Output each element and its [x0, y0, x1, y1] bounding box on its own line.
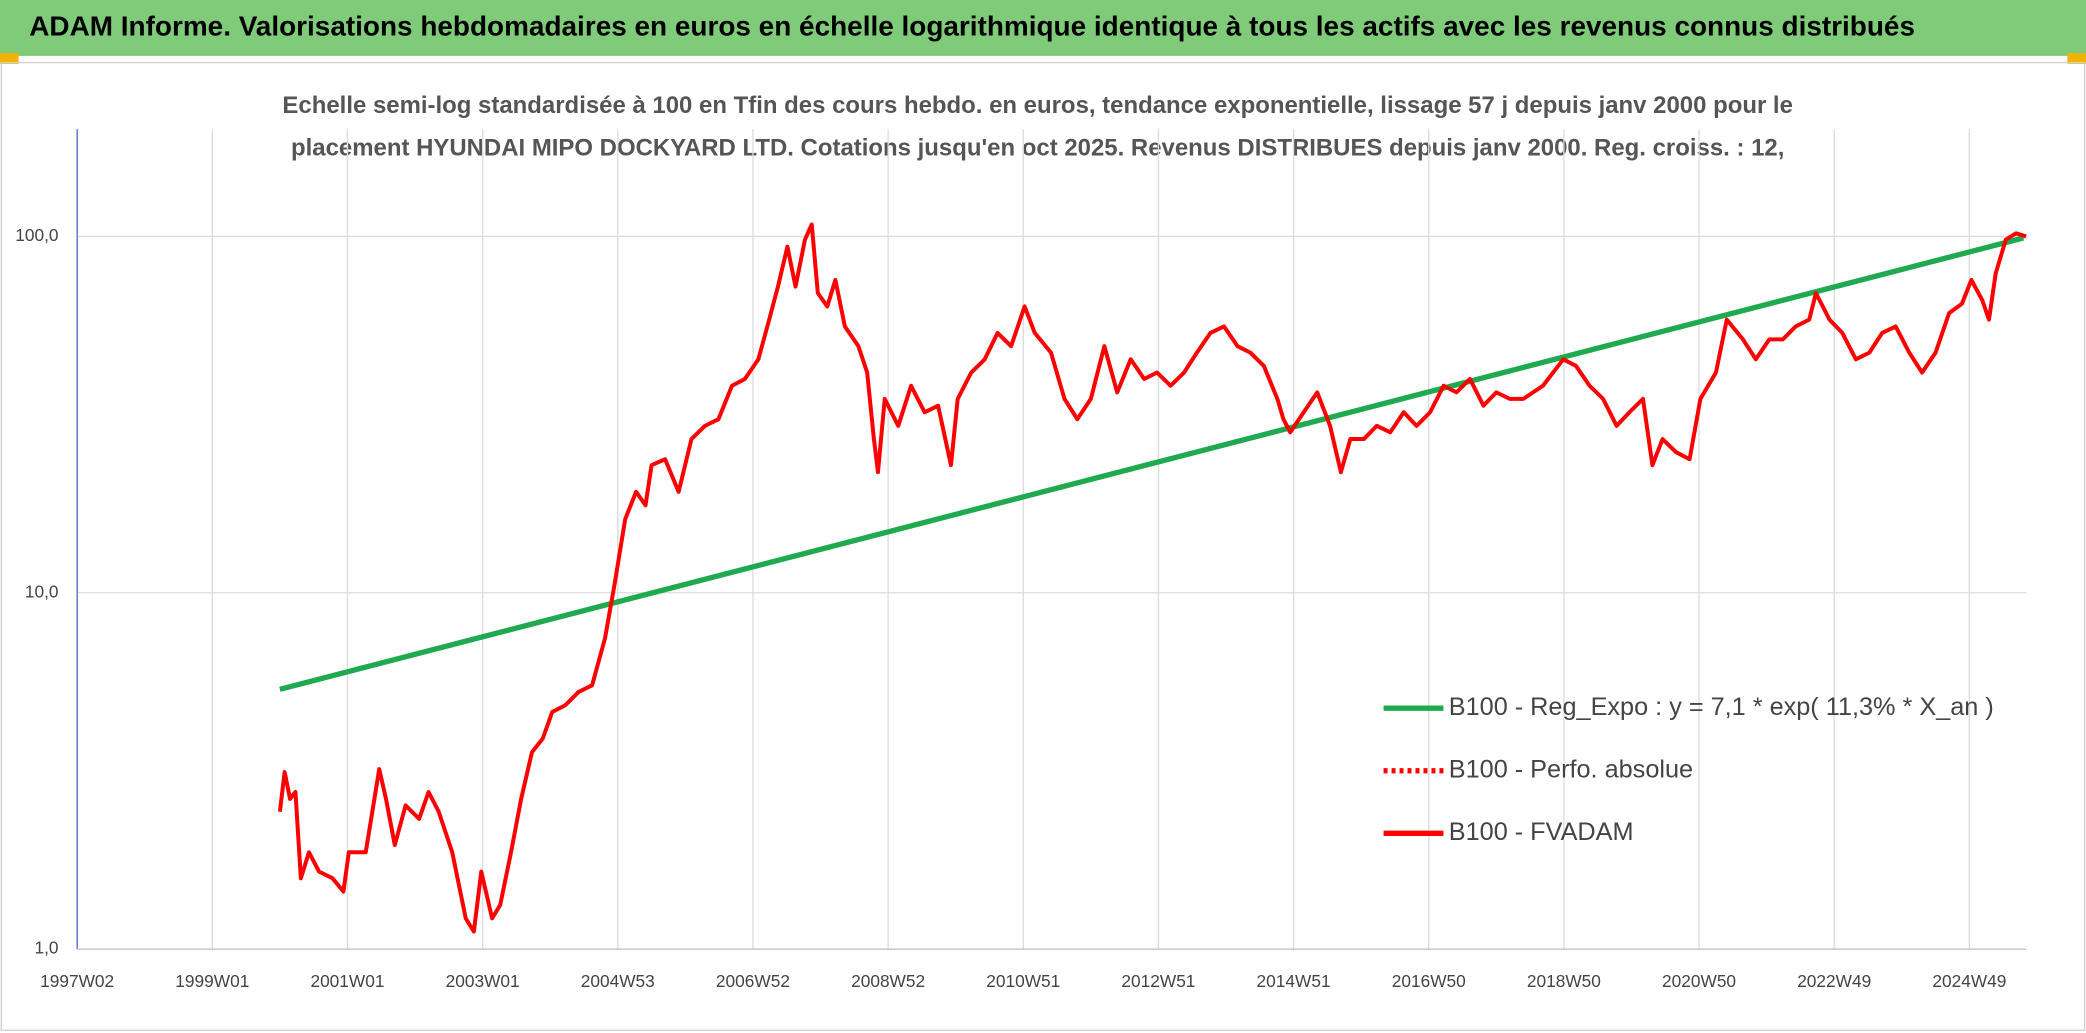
series-line	[277, 222, 2027, 934]
corner	[0, 53, 19, 64]
x-tick-label: 2022W49	[1797, 971, 1871, 991]
x-tick-label: 2014W51	[1257, 971, 1331, 991]
y-tick-label: 100,0	[15, 225, 58, 245]
frame	[0, 61, 2086, 1032]
subtitle-box: Echelle semi-log standardisée à 100 en T…	[282, 91, 1793, 162]
x-tick-label: 2008W52	[851, 971, 925, 991]
x-tick-label: 1997W02	[40, 971, 114, 991]
y-tick-label: 1,0	[34, 938, 58, 958]
x-tick-label: 1999W01	[175, 971, 249, 991]
x-tick-label: 2016W50	[1392, 971, 1466, 991]
title-banner	[0, 0, 2086, 56]
legend-label: B100 - Perfo. absolue	[1449, 755, 1693, 783]
x-tick-label: 2020W50	[1662, 971, 1736, 991]
legend-label: B100 - FVADAM	[1449, 818, 1634, 846]
chart-title: ADAM Informe. Valorisations hebdomadaire…	[29, 10, 1915, 41]
x-tick-label: 2006W52	[716, 971, 790, 991]
x-tick-label: 2024W49	[1932, 971, 2006, 991]
x-tick-label: 2003W01	[446, 971, 520, 991]
x-tick-label: 2012W51	[1121, 971, 1195, 991]
chart-subtitle: Echelle semi-log standardisée à 100 en T…	[282, 91, 1793, 162]
x-tick-label: 2004W53	[581, 971, 655, 991]
corner	[2067, 53, 2086, 64]
x-tick-label: 2001W01	[310, 971, 384, 991]
x-tick-label: 2018W50	[1527, 971, 1601, 991]
legend-label: B100 - Reg_Expo : y = 7,1 * exp( 11,3% *…	[1449, 693, 1994, 721]
y-tick-label: 10,0	[25, 581, 59, 601]
x-tick-label: 2010W51	[986, 971, 1060, 991]
series-line	[279, 235, 2025, 692]
